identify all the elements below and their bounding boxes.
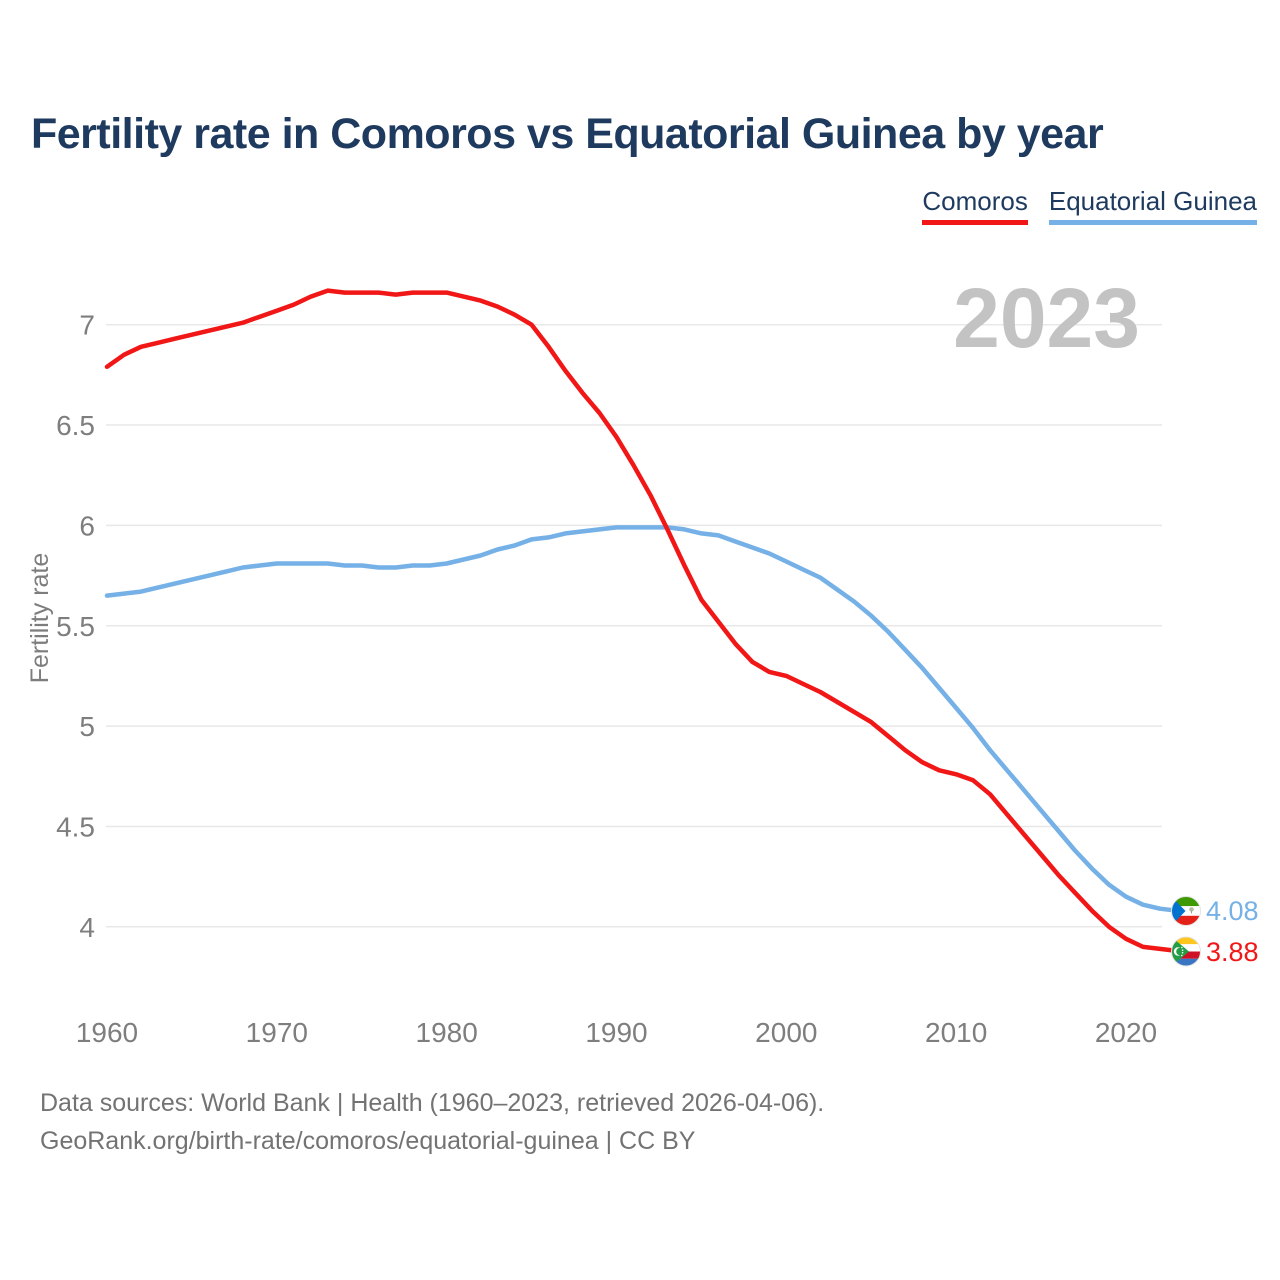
comoros-flag-icon — [1171, 936, 1201, 967]
legend-item-comoros[interactable]: Comoros — [922, 186, 1028, 225]
x-tick-label: 1960 — [76, 1017, 138, 1048]
x-tick-label: 1970 — [246, 1017, 308, 1048]
axis-tick-labels: 7 6.5 6 5.5 5 4.5 4 1960 1970 1980 1990 2000 2010 202… — [56, 310, 1157, 1048]
equatorial-guinea-line — [104, 525, 1180, 913]
equatorial-guinea-flag-icon — [1171, 896, 1201, 926]
x-tick-label: 2020 — [1095, 1017, 1157, 1048]
footer-attribution: GeoRank.org/birth-rate/comoros/equatoria… — [40, 1127, 696, 1155]
legend-label-equatorial-guinea: Equatorial Guinea — [1048, 186, 1257, 216]
watermark-year: 2023 — [953, 271, 1140, 365]
y-tick-label: 6 — [79, 510, 95, 541]
series-lines — [104, 288, 1180, 954]
legend: Comoros Equatorial Guinea — [922, 186, 1257, 225]
legend-label-comoros: Comoros — [922, 186, 1028, 216]
y-tick-label: 6.5 — [56, 410, 95, 441]
y-tick-label: 4.5 — [56, 811, 95, 842]
y-tick-label: 5.5 — [56, 611, 95, 642]
legend-item-equatorial-guinea[interactable]: Equatorial Guinea — [1048, 186, 1257, 225]
equatorial-guinea-legend-underline — [1048, 220, 1257, 225]
comoros-end-value: 3.88 — [1206, 937, 1259, 967]
y-tick-label: 7 — [79, 310, 95, 341]
x-tick-label: 2010 — [925, 1017, 987, 1048]
comoros-legend-underline — [922, 220, 1028, 225]
page-title: Fertility rate in Comoros vs Equatorial … — [31, 110, 1104, 158]
comoros-line — [104, 288, 1180, 954]
x-tick-label: 2000 — [755, 1017, 817, 1048]
x-tick-label: 1990 — [585, 1017, 647, 1048]
y-tick-label: 5 — [79, 711, 95, 742]
gridlines — [106, 323, 1162, 928]
x-tick-label: 1980 — [416, 1017, 478, 1048]
y-tick-label: 4 — [79, 912, 95, 943]
equatorial-guinea-end-value: 4.08 — [1206, 896, 1259, 926]
footer-data-sources: Data sources: World Bank | Health (1960–… — [40, 1089, 825, 1117]
y-axis-title: Fertility rate — [26, 553, 54, 684]
